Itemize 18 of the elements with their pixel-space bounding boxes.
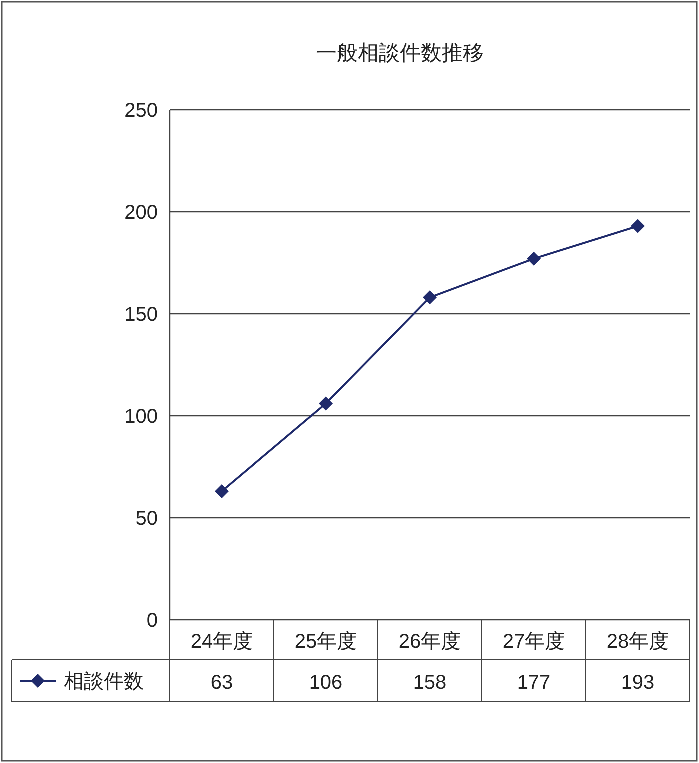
legend-label: 相談件数: [64, 671, 144, 693]
y-tick-label: 200: [124, 202, 158, 224]
x-tick-label: 25年度: [294, 631, 358, 653]
data-label: 106: [309, 672, 343, 694]
data-label: 177: [517, 672, 551, 694]
y-tick-label: 150: [124, 304, 158, 326]
y-tick-label: 250: [124, 100, 158, 122]
x-tick-label: 27年度: [502, 631, 566, 653]
x-tick-label: 26年度: [398, 631, 462, 653]
data-label: 158: [413, 672, 447, 694]
data-label: 193: [621, 672, 655, 694]
data-label: 63: [210, 672, 234, 694]
y-tick-label: 50: [136, 508, 158, 530]
y-tick-label: 100: [124, 406, 158, 428]
y-tick-label: 0: [146, 610, 158, 632]
chart-title: 一般相談件数推移: [316, 42, 484, 65]
x-tick-label: 28年度: [606, 631, 670, 653]
x-tick-label: 24年度: [190, 631, 254, 653]
